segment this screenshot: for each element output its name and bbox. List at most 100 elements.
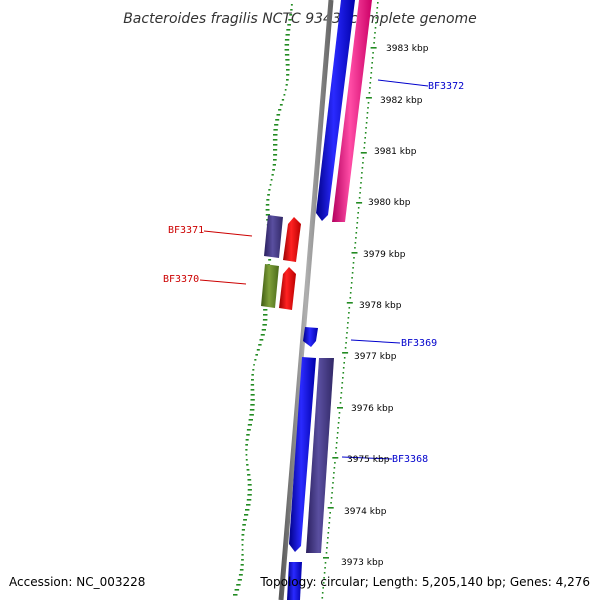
scale-dot bbox=[331, 487, 334, 489]
scale-dot bbox=[376, 7, 379, 9]
scale-dot bbox=[357, 207, 360, 209]
scale-dot bbox=[374, 27, 377, 29]
scale-dot bbox=[348, 312, 350, 314]
gc-skew-dot bbox=[284, 39, 290, 41]
gc-skew-dot bbox=[287, 24, 291, 26]
scale-dot bbox=[345, 342, 347, 344]
scale-label: 3977 kbp bbox=[354, 352, 397, 362]
scale-dot bbox=[377, 2, 379, 4]
scale-dot bbox=[368, 92, 371, 94]
gc-skew-dot bbox=[249, 414, 254, 416]
gc-skew-dot bbox=[253, 364, 255, 366]
gc-skew-dot bbox=[262, 319, 268, 321]
scale-dot bbox=[336, 437, 338, 439]
gc-skew-dot bbox=[272, 169, 275, 171]
gc-skew-dot bbox=[250, 394, 255, 396]
scale-dot bbox=[323, 577, 325, 579]
leader-line-bf3369 bbox=[350, 339, 401, 344]
gc-skew-dot bbox=[252, 369, 255, 371]
gene-label-bf3372[interactable]: BF3372 bbox=[428, 81, 464, 92]
gc-skew-dot bbox=[273, 149, 278, 151]
scale-dot bbox=[330, 502, 332, 504]
gene-bf3371-purple bbox=[264, 215, 283, 258]
gene-bf3368-bar bbox=[306, 358, 334, 553]
scale-dot bbox=[337, 427, 339, 429]
gene-label-bf3370[interactable]: BF3370 bbox=[163, 274, 199, 285]
scale-dot bbox=[324, 562, 327, 564]
scale-tick bbox=[346, 302, 353, 304]
gc-skew-dot bbox=[243, 519, 247, 521]
leader-line-bf3371 bbox=[203, 230, 253, 237]
gc-skew-dot bbox=[272, 164, 276, 166]
scale-dot bbox=[331, 492, 333, 494]
scale-dot bbox=[358, 197, 361, 199]
gene-forward-bar-lower bbox=[289, 357, 316, 552]
gene-label-bf3368[interactable]: BF3368 bbox=[392, 454, 428, 465]
accession-text: Accession: NC_003228 bbox=[9, 575, 145, 589]
gc-skew-dot bbox=[250, 399, 255, 401]
gene-label-bf3371[interactable]: BF3371 bbox=[168, 225, 204, 236]
scale-tick bbox=[323, 557, 329, 559]
scale-label: 3974 kbp bbox=[344, 507, 387, 517]
scale-dot bbox=[335, 447, 338, 449]
scale-dot bbox=[373, 42, 375, 44]
topology-text: Topology: circular; Length: 5,205,140 bp… bbox=[259, 575, 590, 589]
scale-dot bbox=[340, 397, 342, 399]
scale-tick bbox=[332, 457, 339, 459]
scale-dot bbox=[349, 292, 352, 294]
gc-skew-dot bbox=[289, 14, 293, 16]
scale-tick bbox=[337, 407, 343, 409]
scale-tick bbox=[351, 252, 358, 254]
scale-dot bbox=[338, 412, 341, 414]
scale-dot bbox=[341, 382, 344, 384]
gene-label-bf3369[interactable]: BF3369 bbox=[401, 338, 437, 349]
scale-dot bbox=[353, 257, 355, 259]
scale-dot bbox=[347, 322, 349, 324]
scale-dot bbox=[361, 167, 364, 169]
gc-skew-dot bbox=[246, 469, 250, 471]
scale-dot bbox=[346, 332, 348, 334]
scale-dot bbox=[326, 542, 329, 544]
scale-dot bbox=[325, 552, 328, 554]
leader-line-bf3368 bbox=[341, 456, 393, 460]
scale-dot bbox=[364, 132, 367, 134]
scale-dot bbox=[351, 277, 353, 279]
scale-tick bbox=[360, 152, 367, 154]
genome-backbone bbox=[278, 0, 334, 600]
scale-label: 3981 kbp bbox=[374, 147, 417, 157]
scale-dot bbox=[360, 177, 363, 179]
gc-skew-dot bbox=[285, 84, 288, 86]
scale-label: 3976 kbp bbox=[351, 404, 394, 414]
scale-label: 3982 kbp bbox=[380, 96, 423, 106]
scale-tick bbox=[370, 47, 377, 49]
gc-skew-dot bbox=[284, 49, 290, 51]
gc-skew-dot bbox=[258, 344, 262, 346]
scale-tick bbox=[342, 352, 349, 354]
gc-skew-dot bbox=[273, 154, 278, 156]
scale-dot bbox=[375, 22, 377, 24]
scale-dot bbox=[374, 32, 376, 34]
gc-skew-dot bbox=[247, 479, 252, 481]
gc-skew-dot bbox=[241, 559, 244, 561]
gc-skew-dot bbox=[284, 89, 287, 91]
gc-skew-dot bbox=[251, 374, 254, 376]
scale-dot bbox=[342, 372, 345, 374]
gc-skew-dot bbox=[284, 44, 290, 46]
scale-dot bbox=[323, 572, 326, 574]
scale-dot bbox=[329, 512, 331, 514]
gc-skew-dot bbox=[246, 464, 249, 466]
gc-skew-dot bbox=[285, 34, 290, 36]
scale-dot bbox=[330, 497, 333, 499]
gc-skew-dot bbox=[273, 159, 277, 161]
scale-dot bbox=[366, 112, 369, 114]
gc-skew-dot bbox=[268, 259, 272, 261]
gc-skew-dot bbox=[246, 429, 251, 431]
scale-dot bbox=[367, 107, 369, 109]
scale-label: 3983 kbp bbox=[386, 44, 429, 54]
gc-skew-dot bbox=[241, 549, 244, 551]
gc-skew-dot bbox=[286, 69, 290, 71]
gc-skew-dot bbox=[285, 59, 290, 61]
gc-skew-dot bbox=[273, 129, 278, 131]
gc-skew-dot bbox=[241, 539, 244, 541]
